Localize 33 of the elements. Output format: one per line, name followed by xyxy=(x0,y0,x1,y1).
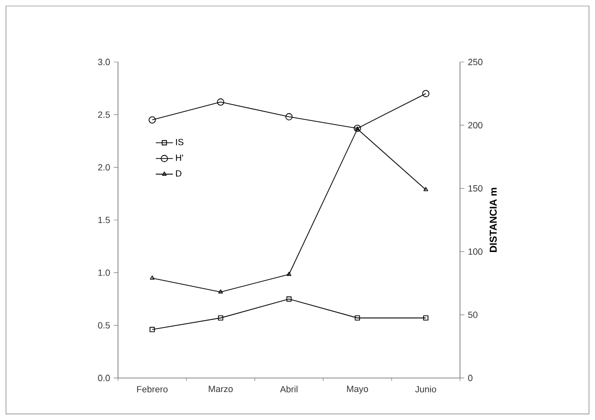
y2-tick-label: 0 xyxy=(468,374,472,382)
y2-tick-label: 50 xyxy=(468,312,478,318)
y2-tick-label: 100 xyxy=(468,248,482,255)
y-tick-label: 2.0 xyxy=(98,164,110,171)
point xyxy=(150,326,155,332)
legend-label: IS xyxy=(176,138,184,146)
point xyxy=(423,315,428,321)
x-tick-label: Marzo xyxy=(208,386,233,392)
y-tick-label: 2.5 xyxy=(98,111,110,118)
y-tick-label: 0.5 xyxy=(98,322,110,329)
x-tick-label: Junio xyxy=(415,386,436,392)
point xyxy=(217,98,224,106)
point xyxy=(218,315,224,321)
y-tick-label: 1.5 xyxy=(98,216,110,224)
point xyxy=(148,116,156,124)
y2-tick-label: 200 xyxy=(468,122,482,128)
legend-label: D xyxy=(176,170,182,177)
y-tick-label: 3.0 xyxy=(98,58,110,66)
point xyxy=(285,113,293,120)
point xyxy=(422,90,430,98)
x-tick-label: Mayo xyxy=(347,386,368,394)
x-tick-label: Abril xyxy=(280,386,298,392)
point xyxy=(286,296,292,302)
y2-tick-label: 250 xyxy=(468,58,482,66)
point xyxy=(286,272,292,276)
y2-axis-title: DISTANCIA m xyxy=(490,188,497,252)
point xyxy=(354,315,360,321)
x-tick-label: Febrero xyxy=(137,386,168,392)
y-tick-label: 1.0 xyxy=(98,269,110,276)
point xyxy=(218,289,223,294)
y-tick-label: 0.0 xyxy=(98,374,110,382)
legend-label: H' xyxy=(176,154,184,161)
y2-tick-label: 150 xyxy=(468,185,482,192)
